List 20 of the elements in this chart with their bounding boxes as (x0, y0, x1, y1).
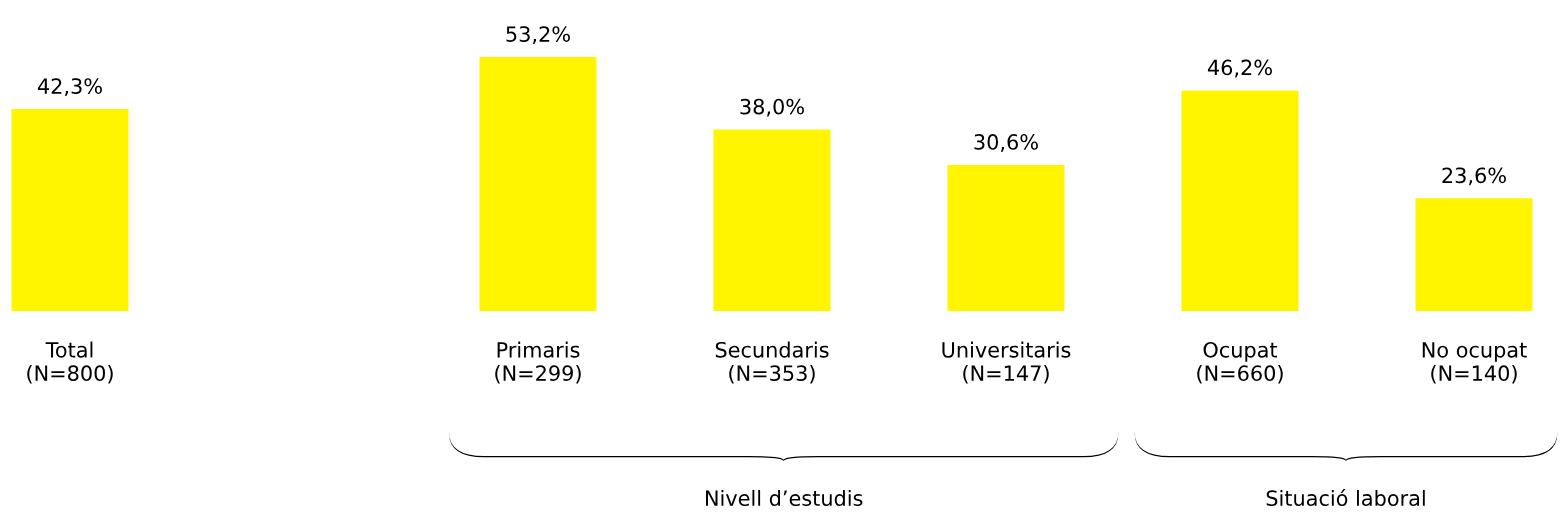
x-tick-label: Primaris (N=299) (495, 341, 581, 384)
x-tick-label: Universitaris (N=147) (942, 341, 1071, 384)
x-tick-label: Total (N=800) (27, 341, 113, 384)
x-tick-label: No ocupat (N=140) (1422, 342, 1527, 384)
bar (479, 57, 597, 311)
x-tick-label: Ocupat (N=660) (1197, 341, 1283, 384)
data-label: 53,2% (506, 26, 570, 45)
bar (947, 164, 1065, 311)
bar (1181, 90, 1299, 311)
data-label: 42,3% (37, 78, 102, 97)
data-label: 23,6% (1442, 167, 1506, 186)
data-label: 30,6% (974, 134, 1038, 152)
bar (1415, 198, 1533, 311)
x-tick-label: Secundaris (N=353) (715, 341, 829, 384)
bar (11, 109, 129, 311)
text: Situació laboral (1266, 489, 1425, 507)
data-label: 38,0% (740, 98, 804, 117)
bar (713, 129, 831, 311)
data-label: 46,2% (1207, 59, 1272, 78)
text: Nivell d’estudis (706, 489, 863, 507)
